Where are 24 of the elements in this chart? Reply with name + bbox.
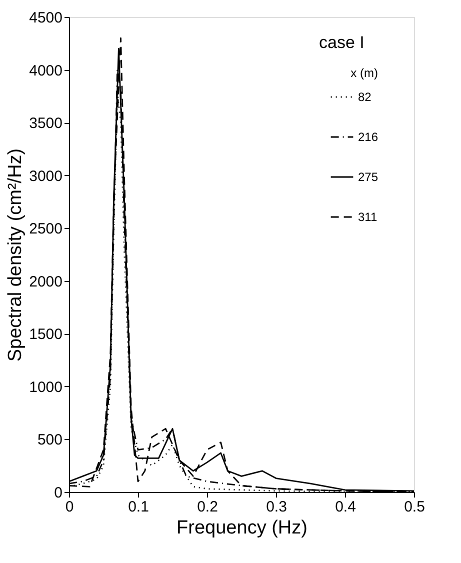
- y-axis-title: Spectral density (cm²/Hz): [5, 148, 26, 362]
- y-tick-label: 1000: [29, 378, 62, 396]
- legend-label: 275: [358, 170, 378, 184]
- y-tick-label: 2500: [29, 220, 62, 238]
- x-tick-label: 0.5: [404, 498, 425, 516]
- legend-label: 311: [358, 210, 378, 224]
- legend-label: 82: [358, 90, 372, 104]
- y-tick-label: 3000: [29, 168, 62, 185]
- y-tick-label: 2000: [29, 273, 62, 290]
- x-tick-label: 0.3: [266, 498, 287, 516]
- y-tick-label: 4500: [29, 10, 62, 26]
- annotation: case I: [319, 33, 364, 52]
- x-tick-label: 0.1: [128, 498, 149, 516]
- y-tick-label: 3500: [29, 115, 62, 132]
- x-tick-label: 0: [65, 498, 74, 516]
- legend-label: 216: [358, 130, 378, 144]
- y-tick-label: 500: [37, 432, 62, 449]
- x-axis-title: Frequency (Hz): [176, 518, 308, 538]
- y-tick-label: 0: [54, 484, 62, 502]
- x-tick-label: 0.4: [335, 498, 356, 516]
- y-tick-label: 4000: [29, 62, 62, 80]
- y-tick-label: 1500: [29, 326, 62, 344]
- x-tick-label: 0.2: [197, 498, 218, 516]
- legend-title: x (m): [350, 66, 378, 80]
